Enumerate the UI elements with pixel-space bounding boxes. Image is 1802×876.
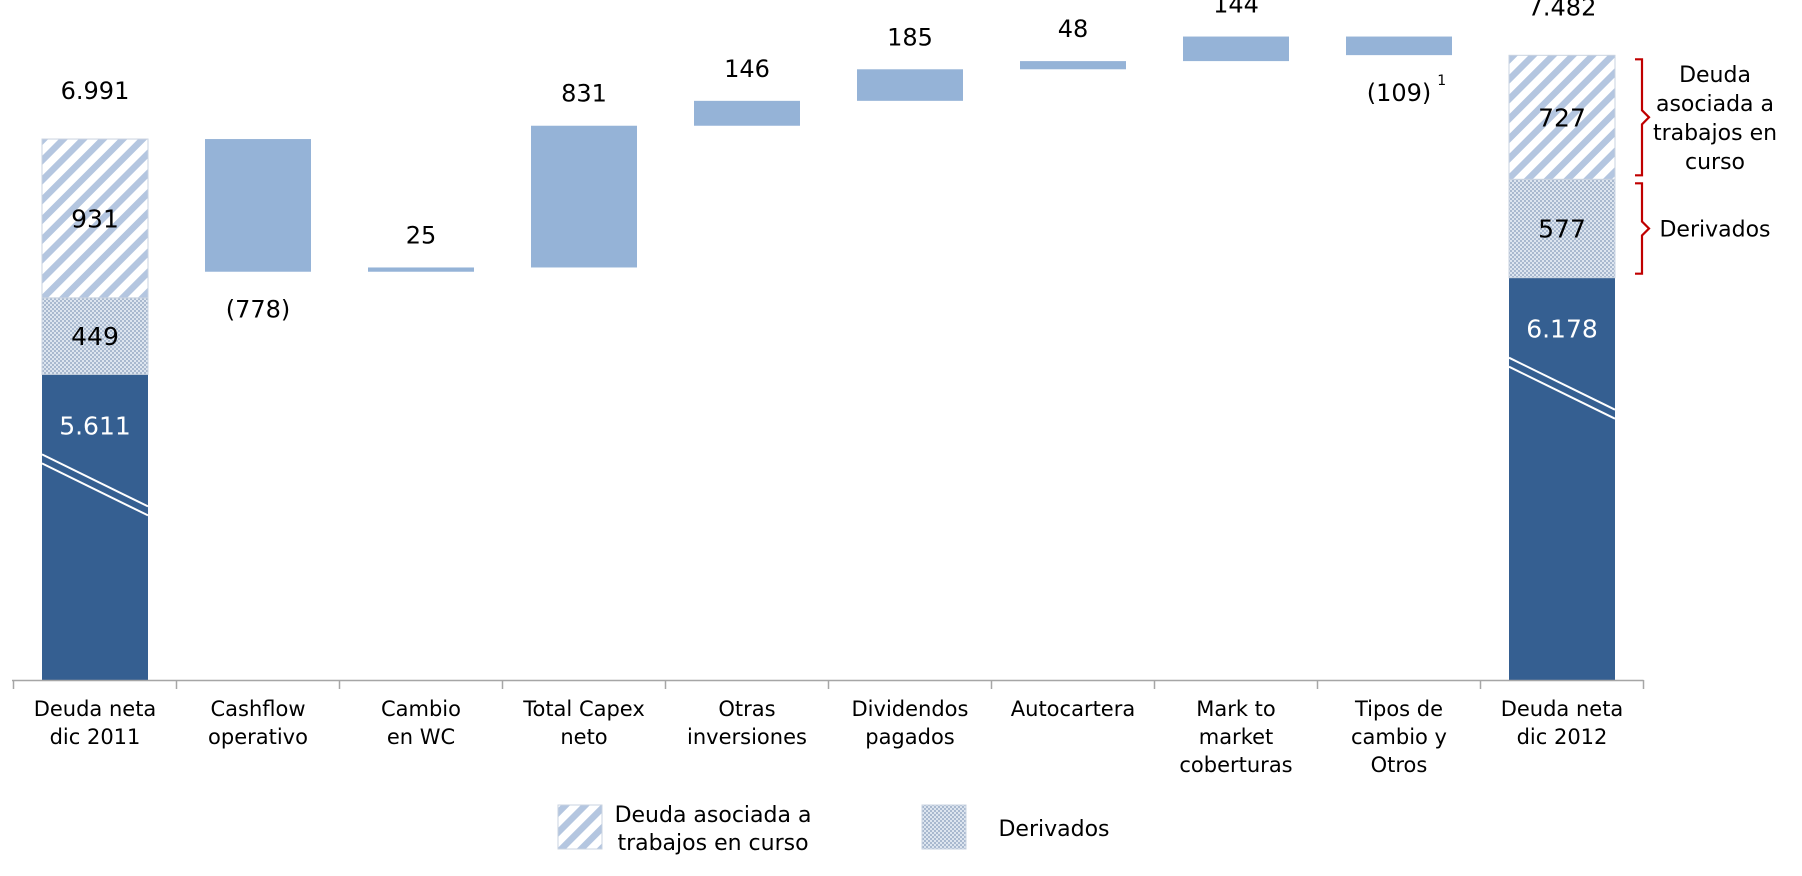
bracket-derivados (1635, 183, 1649, 273)
bracket-label: asociada a (1656, 92, 1774, 117)
x-tick-label: Otros (1371, 753, 1428, 777)
total-value-label: 6.991 (61, 77, 130, 105)
x-tick-label: operativo (208, 725, 308, 749)
segment-value-label: 6.178 (1526, 315, 1598, 344)
delta-bar (857, 69, 963, 101)
x-tick-label: Autocartera (1011, 697, 1135, 721)
delta-bar (205, 139, 311, 272)
delta-value-label: (778) (226, 296, 291, 324)
bracket-label: Derivados (1659, 217, 1770, 242)
footnote-marker: 1 (1437, 73, 1446, 89)
segment-value-label: 449 (71, 322, 119, 351)
delta-value-label: 831 (561, 80, 607, 108)
x-tick-label: coberturas (1179, 753, 1292, 777)
delta-bar (1183, 37, 1289, 62)
segment-value-label: 931 (71, 204, 119, 233)
x-tick-label: Deuda neta (1501, 697, 1624, 721)
x-tick-label: Otras (718, 697, 775, 721)
x-tick-label: Cashflow (210, 697, 305, 721)
delta-bar (368, 267, 474, 271)
x-tick-label: cambio y (1351, 725, 1447, 749)
legend: Deuda asociada a trabajos en curso Derivad… (558, 803, 1110, 856)
segment-value-label: 5.611 (59, 411, 131, 440)
total-value-label: 7.482 (1528, 0, 1597, 21)
legend-label: trabajos en curso (617, 831, 808, 856)
x-tick-label: market (1199, 725, 1274, 749)
segment-brackets: Deuda asociada a trabajos en curso Derivados (1635, 59, 1777, 273)
legend-swatch-derivados (922, 805, 966, 849)
legend-swatch-trabajos (558, 805, 602, 849)
x-tick-label: Mark to (1196, 697, 1276, 721)
delta-value-label: 25 (406, 221, 437, 249)
legend-label: Deuda asociada a (615, 803, 812, 828)
x-axis: Deuda neta dic 2011 Cashflow operativo Cambi… (12, 680, 1644, 777)
x-tick-label: dic 2012 (1517, 725, 1608, 749)
x-tick-label: inversiones (687, 725, 807, 749)
bracket-label: trabajos en (1653, 121, 1777, 146)
delta-bar (1346, 37, 1452, 56)
x-tick-label: en WC (387, 725, 455, 749)
x-tick-label: Tipos de (1354, 697, 1443, 721)
delta-value-label: (109) (1367, 79, 1432, 107)
bracket-trabajos (1635, 59, 1649, 175)
bracket-label: curso (1685, 150, 1745, 175)
x-tick-label: Deuda neta (34, 697, 157, 721)
x-tick-label: Total Capex (522, 697, 645, 721)
delta-value-label: 146 (724, 55, 770, 83)
segment-value-label: 727 (1538, 103, 1586, 132)
x-tick-label: neto (560, 725, 607, 749)
x-tick-label: pagados (865, 725, 955, 749)
delta-value-label: 185 (887, 23, 933, 51)
delta-bar (1020, 61, 1126, 69)
x-tick-label: dic 2011 (50, 725, 141, 749)
segment-value-label: 577 (1538, 214, 1586, 243)
legend-label: Derivados (998, 817, 1109, 842)
plot-area: 5.611 449 931 6.991 (778) 25 831 146 185 48 144 (10… (42, 0, 1615, 680)
x-tick-label: Cambio (381, 697, 461, 721)
delta-value-label: 48 (1058, 15, 1089, 43)
delta-value-label: 144 (1213, 0, 1259, 19)
bracket-label: Deuda (1679, 63, 1751, 88)
delta-bar (531, 126, 637, 268)
delta-bar (694, 101, 800, 126)
x-tick-label: Dividendos (852, 697, 969, 721)
